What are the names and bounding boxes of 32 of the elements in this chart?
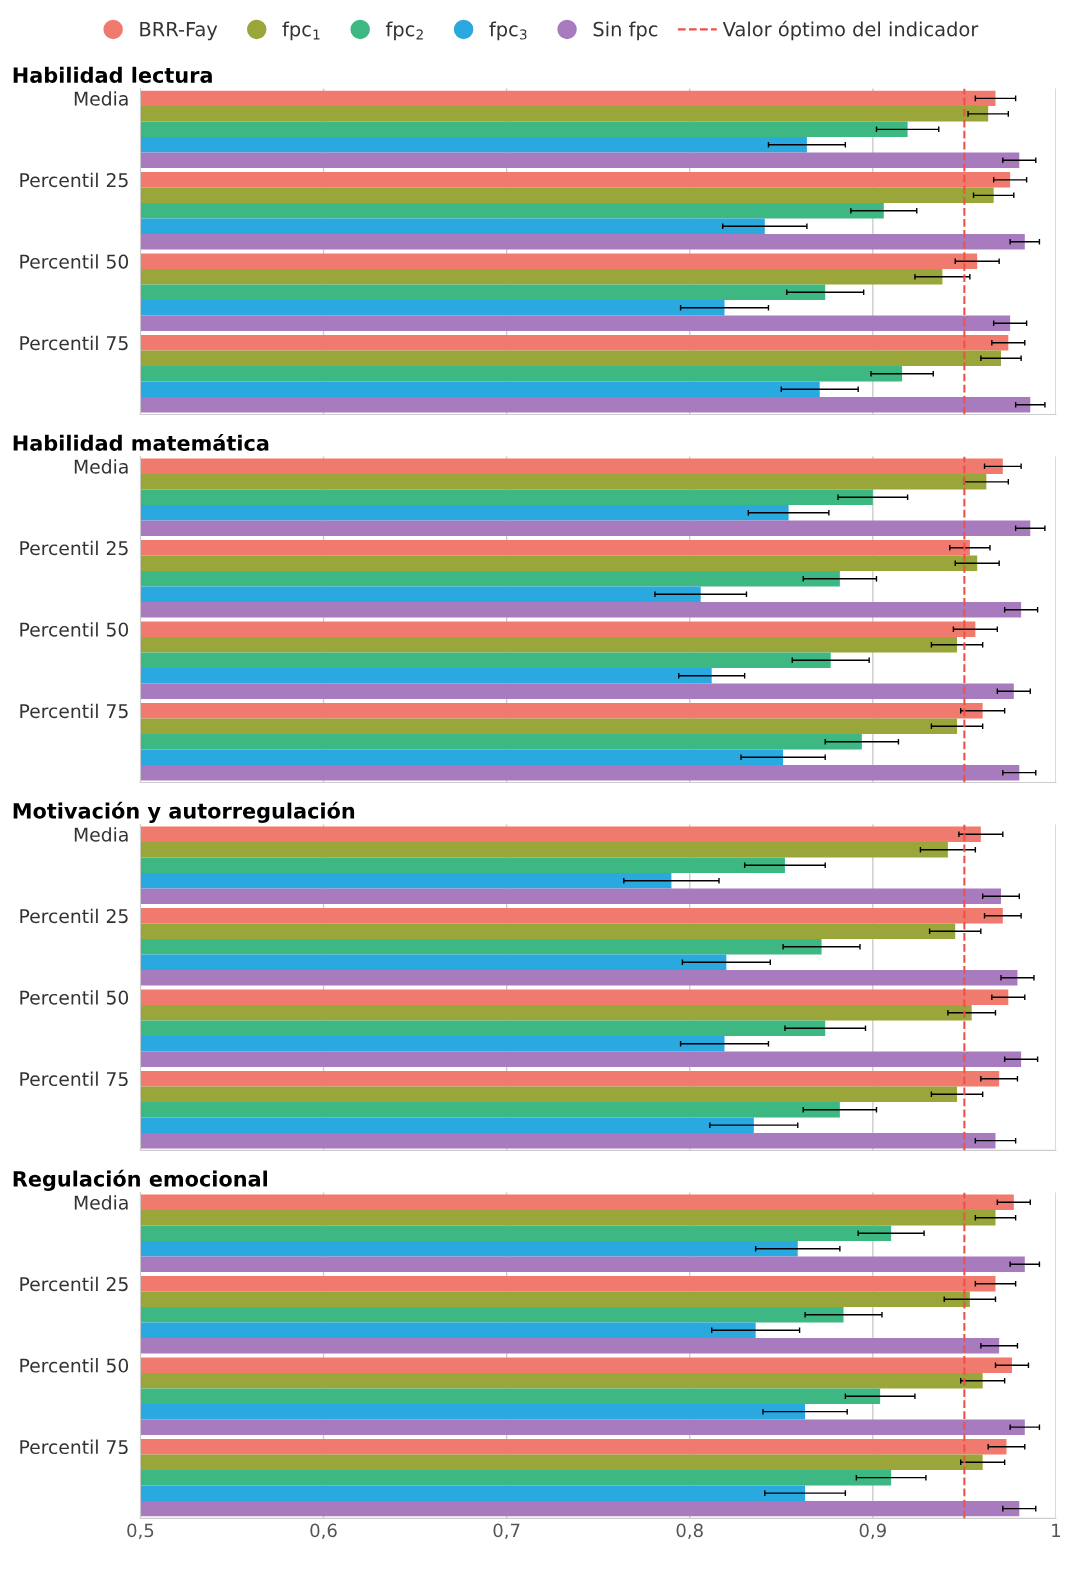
y-tick-label: Media [74, 827, 128, 842]
legend-label: Valor óptimo del indicador [722, 20, 979, 41]
y-tick-label: Percentil 25 [20, 172, 128, 188]
legend-label: fpc$_{2}$ [385, 21, 423, 41]
y-tick-label: Percentil 25 [20, 540, 128, 556]
y-tick-label: Media [74, 91, 128, 106]
x-tick-label: 0,5 [127, 1523, 154, 1540]
x-tick-label: 0,9 [859, 1523, 886, 1540]
chart-title: Habilidad lectura [13, 66, 212, 83]
y-tick-label: Percentil 25 [20, 1276, 128, 1292]
y-tick-label: Percentil 50 [20, 990, 129, 1005]
y-tick-label: Percentil 25 [20, 908, 128, 924]
chart-title: Regulación emocional [13, 1169, 268, 1191]
y-tick-label: Percentil 50 [20, 1358, 129, 1373]
chart-title: Habilidad matemática [13, 433, 269, 451]
chart-title: Motivación y autorregulación [13, 801, 355, 823]
y-tick-label: Percentil 75 [20, 1439, 128, 1455]
y-tick-label: Percentil 75 [20, 335, 128, 351]
y-tick-label: Percentil 75 [20, 1071, 128, 1087]
legend-label: BRR-Fay [140, 22, 218, 41]
y-tick-label: Percentil 50 [20, 254, 129, 269]
legend-label: fpc$_{1}$ [282, 21, 320, 41]
x-tick-label: 1 [1052, 1523, 1060, 1537]
y-tick-label: Percentil 75 [20, 703, 128, 719]
y-tick-label: Percentil 50 [20, 622, 129, 637]
x-tick-label: 0,8 [676, 1523, 703, 1540]
y-tick-label: Media [74, 459, 128, 474]
x-tick-label: 0,6 [310, 1523, 337, 1540]
x-tick-label: 0,7 [493, 1523, 520, 1540]
legend-label: Sin fpc [593, 21, 658, 41]
legend-label: fpc$_{3}$ [489, 21, 527, 41]
y-tick-label: Media [74, 1195, 128, 1210]
